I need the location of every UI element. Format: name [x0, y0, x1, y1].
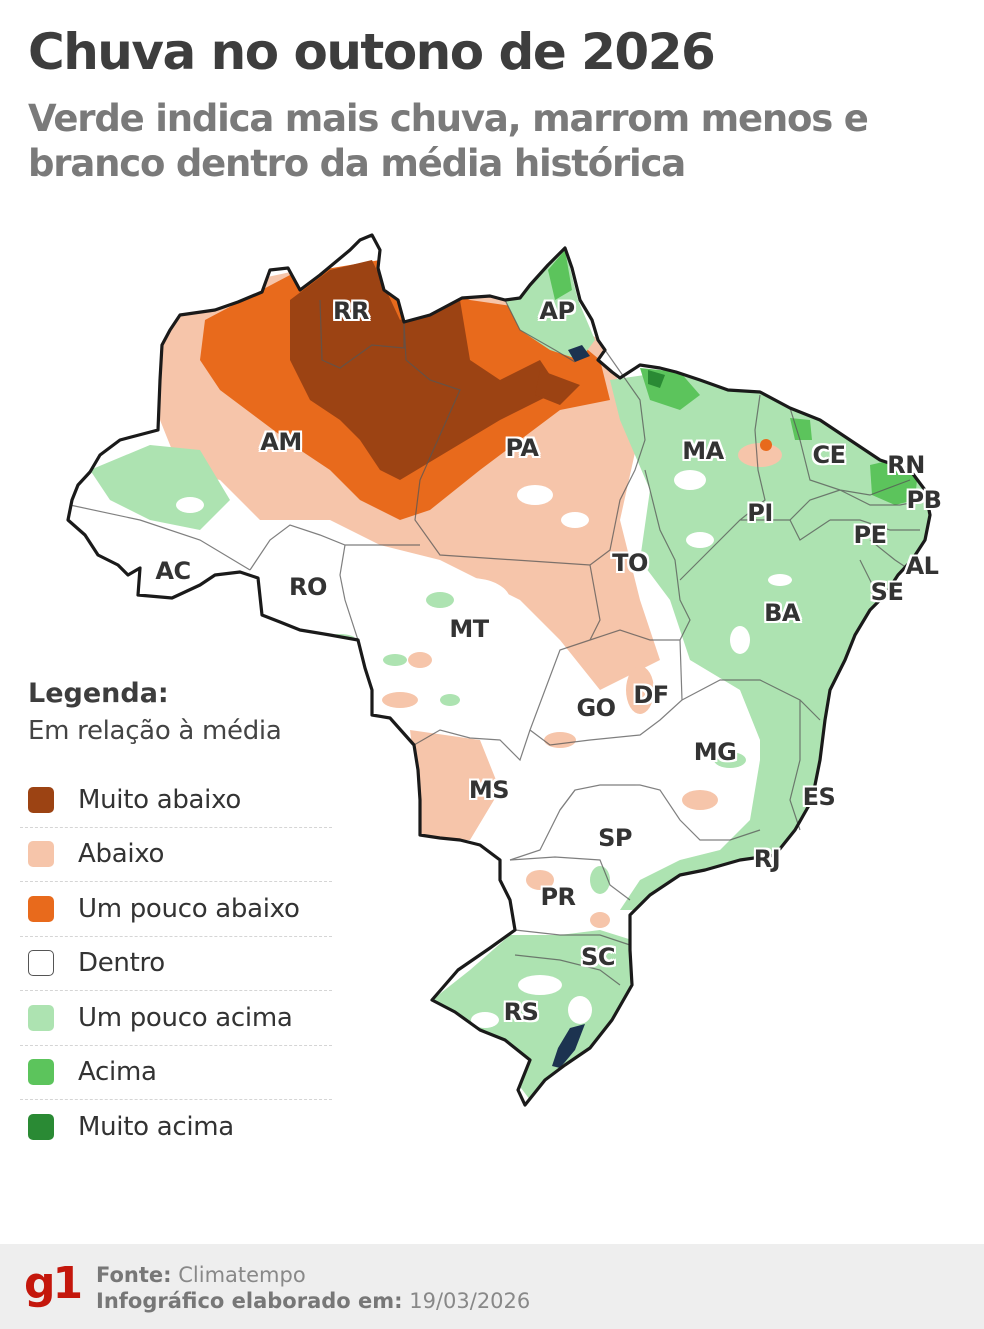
- state-label-rr: RR: [333, 297, 369, 325]
- legend-label: Um pouco abaixo: [78, 893, 300, 924]
- swatch-muito-acima: [28, 1114, 54, 1141]
- legend-title: Legenda:: [28, 678, 169, 709]
- source-value: Climatempo: [178, 1263, 306, 1287]
- state-label-se: SE: [870, 578, 904, 606]
- state-label-sc: SC: [581, 943, 615, 971]
- state-label-ap: AP: [539, 297, 575, 325]
- legend-item-um-pouco-acima: Um pouco acima: [20, 991, 332, 1046]
- date-label: Infográfico elaborado em:: [96, 1289, 403, 1313]
- brazil-rainfall-map: [0, 210, 984, 1130]
- legend-item-muito-abaixo: Muito abaixo: [20, 773, 332, 828]
- state-label-to: TO: [612, 549, 648, 577]
- legend-item-abaixo: Abaixo: [20, 828, 332, 882]
- date-line: Infográfico elaborado em: 19/03/2026: [96, 1288, 530, 1314]
- state-label-mg: MG: [693, 738, 737, 766]
- legend-label: Acima: [78, 1057, 157, 1088]
- state-label-ms: MS: [468, 776, 510, 804]
- date-value: 19/03/2026: [409, 1289, 531, 1313]
- state-label-rs: RS: [503, 998, 539, 1026]
- swatch-um-pouco-abaixo: [28, 895, 54, 922]
- state-label-ce: CE: [812, 441, 846, 469]
- legend-label: Abaixo: [78, 839, 165, 870]
- source-label: Fonte:: [96, 1263, 172, 1287]
- legend-label: Muito acima: [78, 1112, 234, 1143]
- legend-item-muito-acima: Muito acima: [20, 1100, 332, 1155]
- footer-credits: Fonte: Climatempo Infográfico elaborado …: [96, 1262, 530, 1314]
- state-label-go: GO: [576, 694, 616, 722]
- state-label-ac: AC: [155, 557, 191, 585]
- state-label-pb: PB: [906, 486, 942, 514]
- source-line: Fonte: Climatempo: [96, 1262, 530, 1288]
- state-label-pr: PR: [540, 883, 576, 911]
- state-label-mt: MT: [449, 615, 489, 643]
- swatch-um-pouco-acima: [28, 1004, 54, 1031]
- state-label-df: DF: [633, 681, 669, 709]
- state-label-ba: BA: [764, 599, 800, 627]
- footer: g1 Fonte: Climatempo Infográfico elabora…: [0, 1244, 984, 1329]
- state-label-es: ES: [802, 783, 836, 811]
- swatch-acima: [28, 1059, 54, 1086]
- legend-items: Muito abaixo Abaixo Um pouco abaixo Dent…: [20, 773, 332, 1155]
- state-label-rn: RN: [887, 451, 925, 479]
- legend-label: Dentro: [78, 948, 165, 979]
- legend-subtitle: Em relação à média: [28, 716, 282, 746]
- map-svg: [66, 233, 932, 1107]
- state-label-am: AM: [260, 428, 302, 456]
- swatch-dentro: [28, 950, 54, 977]
- state-label-ro: RO: [289, 573, 327, 601]
- page-title: Chuva no outono de 2026: [28, 23, 716, 81]
- state-label-pa: PA: [505, 434, 539, 462]
- state-label-ma: MA: [682, 437, 724, 465]
- state-label-pi: PI: [747, 499, 773, 527]
- legend-item-dentro: Dentro: [20, 937, 332, 991]
- legend-label: Um pouco acima: [78, 1002, 293, 1033]
- swatch-muito-abaixo: [28, 786, 54, 813]
- legend-label: Muito abaixo: [78, 784, 241, 815]
- state-label-al: AL: [905, 552, 939, 580]
- legend: Legenda: Em relação à média Muito abaixo…: [20, 675, 332, 1155]
- state-label-rj: RJ: [753, 845, 781, 873]
- legend-item-acima: Acima: [20, 1046, 332, 1100]
- state-label-sp: SP: [598, 824, 632, 852]
- swatch-abaixo: [28, 841, 54, 868]
- legend-item-um-pouco-abaixo: Um pouco abaixo: [20, 882, 332, 937]
- page-subtitle: Verde indica mais chuva, marrom menos e …: [28, 97, 869, 185]
- g1-logo: g1: [24, 1258, 83, 1309]
- state-label-pe: PE: [853, 521, 887, 549]
